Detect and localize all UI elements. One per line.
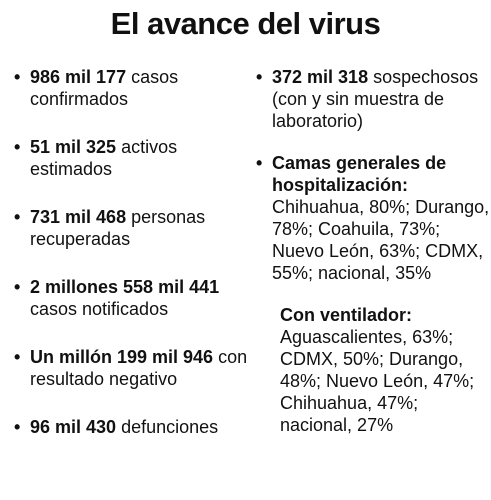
list-item: • 96 mil 430 defunciones [14,416,249,438]
list-item: • 372 mil 318 sospechosos (con y sin mue… [256,66,491,132]
list-item: • 986 mil 177 casos confirmados [14,66,249,110]
item-description: activos estimados [30,137,178,179]
item-text: Camas generales de hospitalización: Chih… [256,152,491,284]
item-text: 96 mil 430 defunciones [14,416,249,438]
item-text: 731 mil 468 personas recuperadas [14,206,249,250]
item-figure: 372 mil 318 [272,67,369,87]
bullet: • [14,347,21,367]
item-figure: 731 mil 468 [30,207,127,227]
list-item: • Camas generales de hospitalización: Ch… [256,152,491,284]
item-heading: Camas generales de hospitalización: [272,153,447,195]
item-description: personas recuperadas [30,207,206,249]
item-description: casos confirmados [30,67,179,109]
bullet: • [14,67,21,87]
item-description: defunciones [116,417,219,437]
right-column: • 372 mil 318 sospechosos (con y sin mue… [256,66,491,456]
item-heading: Con ventilador: [280,305,413,325]
item-text: Un millón 199 mil 946 con resultado nega… [14,346,249,390]
item-text: 2 millones 558 mil 441 casos notificados [14,276,249,320]
item-description: sospechosos (con y sin muestra de labora… [272,67,479,131]
item-text: Con ventilador: Aguascalientes, 63%; CDM… [256,304,491,436]
item-figure: Un millón 199 mil 946 [30,347,214,367]
bullet: • [14,207,21,227]
item-figure: 986 mil 177 [30,67,127,87]
bullet: • [14,137,21,157]
item-description: con resultado negativo [30,347,248,389]
bullet: • [14,277,21,297]
page-title: El avance del virus [110,6,381,41]
item-text: 51 mil 325 activos estimados [14,136,249,180]
left-column: • 986 mil 177 casos confirmados • 51 mil… [14,66,249,464]
list-item: • Un millón 199 mil 946 con resultado ne… [14,346,249,390]
list-item: • 2 millones 558 mil 441 casos notificad… [14,276,249,320]
list-item: • 731 mil 468 personas recuperadas [14,206,249,250]
item-figure: 96 mil 430 [30,417,117,437]
bullet: • [14,417,21,437]
bullet: • [256,67,263,87]
item-description: casos notificados [30,299,169,319]
item-figure: 2 millones 558 mil 441 [30,277,220,297]
bullet: • [256,153,263,173]
list-item: Con ventilador: Aguascalientes, 63%; CDM… [256,304,491,436]
item-description: Chihuahua, 80%; Durango, 78%; Coahuila, … [272,197,490,283]
item-text: 372 mil 318 sospechosos (con y sin muest… [256,66,491,132]
item-description: Aguascalientes, 63%; CDMX, 50%; Durango,… [280,327,475,435]
item-figure: 51 mil 325 [30,137,117,157]
item-text: 986 mil 177 casos confirmados [14,66,249,110]
list-item: • 51 mil 325 activos estimados [14,136,249,180]
